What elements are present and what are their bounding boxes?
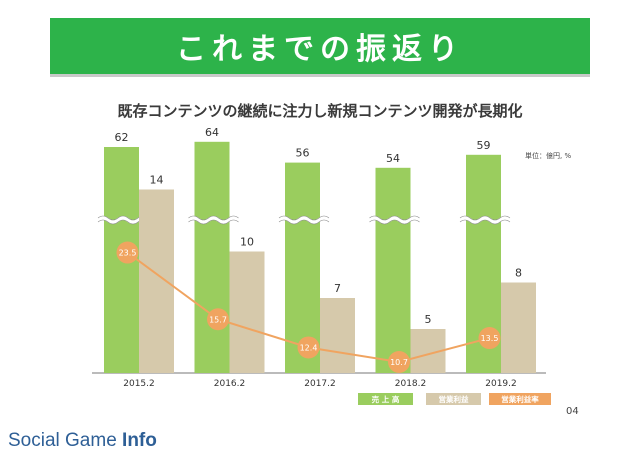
- sales-value-label: 64: [205, 126, 219, 139]
- category-tick-label: 2019.2: [485, 379, 517, 389]
- axis-break-outline: [278, 215, 330, 225]
- category-tick-label: 2016.2: [214, 379, 246, 389]
- category-tick-label: 2018.2: [395, 379, 427, 389]
- sales-value-label: 56: [296, 147, 310, 160]
- unit-label: 単位：億円, %: [525, 152, 572, 160]
- profit-bar: [139, 189, 174, 373]
- sales-value-label: 59: [477, 139, 491, 152]
- category-tick-label: 2017.2: [304, 379, 336, 389]
- site-logo: Social Game Info: [8, 430, 157, 452]
- legend-label: 営業利益: [439, 394, 469, 404]
- margin-rate-point: [388, 351, 410, 373]
- chart-subtitle: 既存コンテンツの継続に注力し新規コンテンツ開発が長期化: [117, 102, 523, 120]
- margin-rate-point: [116, 241, 139, 264]
- margin-rate-label: 10.7: [390, 358, 408, 367]
- profit-bar: [320, 298, 355, 373]
- axis-break-outline: [459, 215, 511, 225]
- margin-rate-label: 13.5: [481, 334, 499, 343]
- axis-break-outline: [97, 215, 149, 225]
- banner-title: これまでの振返り: [176, 32, 464, 67]
- axis-break-mark: [277, 216, 331, 224]
- profit-value-label: 10: [240, 236, 254, 249]
- axis-break-outline: [369, 215, 420, 225]
- profit-value-label: 5: [425, 313, 432, 326]
- logo-text-regular: Social Game: [8, 430, 123, 451]
- legend-swatch: [426, 393, 481, 405]
- axis-break-mark: [368, 216, 421, 224]
- legend-swatch: [358, 393, 413, 405]
- axis-break-mark: [96, 216, 150, 224]
- axis-break-mark: [187, 216, 240, 224]
- margin-rate-point: [478, 327, 501, 350]
- title-banner: これまでの振返り: [50, 18, 590, 74]
- margin-rate-point: [207, 308, 229, 331]
- profit-bar: [501, 282, 536, 373]
- category-tick-label: 2015.2: [123, 379, 155, 389]
- margin-rate-label: 15.7: [209, 315, 227, 324]
- profit-value-label: 7: [334, 282, 341, 295]
- legend-label: 営業利益率: [501, 394, 539, 404]
- legend-label: 売 上 高: [372, 394, 400, 404]
- profit-value-label: 8: [515, 267, 522, 280]
- logo-text-bold: Info: [122, 430, 157, 451]
- profit-bar: [229, 251, 265, 373]
- sales-bar: [285, 162, 320, 373]
- sales-value-label: 62: [115, 131, 129, 144]
- sales-bar: [194, 141, 230, 373]
- margin-rate-label: 23.5: [119, 249, 137, 258]
- page-number: 04: [566, 406, 579, 417]
- legend-swatch: [489, 393, 551, 405]
- margin-rate-point: [297, 336, 320, 359]
- profit-value-label: 14: [150, 174, 164, 187]
- margin-rate-label: 12.4: [300, 343, 318, 352]
- axis-break-outline: [188, 215, 239, 225]
- sales-value-label: 54: [386, 152, 400, 165]
- sales-bar: [375, 167, 411, 373]
- axis-break-mark: [458, 216, 512, 224]
